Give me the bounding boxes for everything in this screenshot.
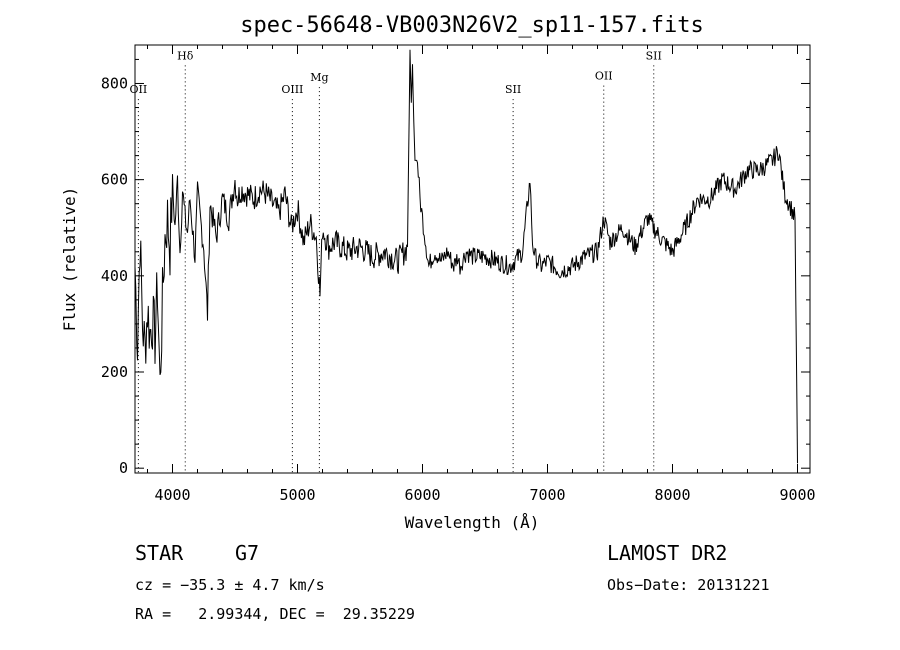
line-marker-label: SII <box>646 49 662 62</box>
line-marker-label: Hδ <box>177 49 194 62</box>
x-tick-label: 7000 <box>529 486 565 504</box>
y-tick-label: 0 <box>119 459 128 477</box>
obs-date-label: Obs−Date: 20131221 <box>607 576 770 594</box>
line-marker-label: OII <box>595 70 613 83</box>
line-marker-label: SII <box>505 83 521 96</box>
x-tick-label: 5000 <box>279 486 315 504</box>
spectrum-line <box>134 49 798 464</box>
survey-label: LAMOST DR2 <box>607 541 728 565</box>
chart-title: spec-56648-VB003N26V2_sp11-157.fits <box>240 13 704 38</box>
x-tick-label: 4000 <box>154 486 190 504</box>
x-tick-label: 6000 <box>404 486 440 504</box>
x-axis-label: Wavelength (Å) <box>405 513 540 532</box>
redshift-label: cz = −35.3 ± 4.7 km/s <box>135 576 325 594</box>
y-tick-label: 400 <box>101 267 128 285</box>
object-subclass: G7 <box>235 541 260 565</box>
line-marker-label: Mg <box>310 71 328 84</box>
y-tick-label: 800 <box>101 74 128 92</box>
line-marker-label: OIII <box>281 83 303 96</box>
object-class: STAR <box>135 541 184 565</box>
y-tick-label: 600 <box>101 171 128 189</box>
line-marker-label: OII <box>130 83 148 96</box>
x-tick-label: 9000 <box>779 486 815 504</box>
x-tick-label: 8000 <box>654 486 690 504</box>
coordinates-label: RA = 2.99344, DEC = 29.35229 <box>135 605 415 623</box>
y-tick-label: 200 <box>101 363 128 381</box>
y-axis-label: Flux (relative) <box>60 187 79 332</box>
